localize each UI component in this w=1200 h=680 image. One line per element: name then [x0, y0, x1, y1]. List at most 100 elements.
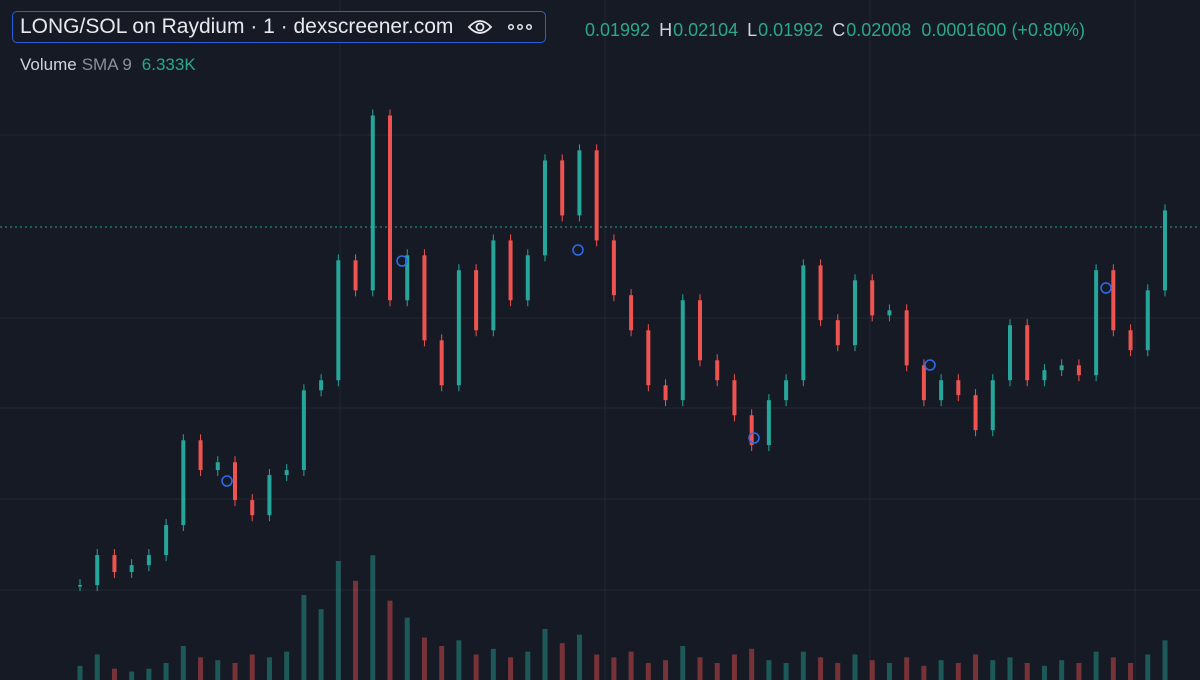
volume-label: Volume [20, 55, 77, 74]
volume-bar [1110, 657, 1116, 680]
candle [1025, 325, 1030, 381]
candle [353, 260, 358, 291]
marker[interactable] [748, 432, 760, 444]
volume-bar [1093, 651, 1099, 680]
candle [370, 115, 375, 291]
volume-bar [921, 665, 927, 680]
volume-bar [232, 663, 238, 680]
candle [474, 270, 479, 331]
candle [939, 380, 944, 401]
volume-value: 6.333K [141, 55, 196, 74]
volume-bar [628, 651, 634, 680]
volume-bar [284, 651, 290, 680]
volume-bar [869, 660, 875, 680]
volume-bar [473, 654, 479, 680]
candle [1076, 365, 1081, 376]
candles [78, 109, 1167, 592]
candle [990, 380, 995, 431]
candle [973, 395, 978, 431]
candle [491, 240, 496, 331]
candle [78, 585, 82, 587]
candle [853, 280, 857, 346]
volume-bar [525, 651, 531, 680]
candle [543, 160, 547, 256]
volume-bar [680, 646, 686, 680]
volume-bar [749, 648, 755, 680]
volume-bar [180, 646, 186, 680]
change-value: 0.0001600 [921, 20, 1007, 40]
volume-bar [835, 663, 841, 680]
volume-bar [611, 657, 617, 680]
volume-bar [990, 660, 996, 680]
volume-bar [77, 665, 83, 680]
volume-bar [387, 600, 393, 680]
volume-bar [955, 663, 961, 680]
candle [1008, 325, 1012, 381]
volume-bar [714, 663, 720, 680]
candle [629, 295, 634, 331]
volume-bar [663, 660, 669, 680]
volume-bar [852, 654, 858, 680]
candle [577, 150, 582, 216]
volume-bar [1024, 663, 1030, 680]
volume-bar [1007, 657, 1013, 680]
volume-bar [249, 654, 255, 680]
candle [95, 555, 100, 586]
volume-bar [353, 580, 359, 680]
candle [749, 415, 754, 446]
volume-bar [886, 663, 892, 680]
candle [1145, 290, 1150, 351]
marker[interactable] [924, 359, 936, 371]
marker[interactable] [1100, 282, 1112, 294]
volume-bar [266, 657, 272, 680]
volume-bar [800, 651, 806, 680]
symbol-title: LONG/SOL on Raydium · 1 · dexscreener.co… [20, 15, 454, 38]
candle [319, 380, 324, 391]
ohlc-legend: 0.01992 H0.02104 L0.01992 C0.02008 0.0001600… [585, 20, 1085, 41]
open-value: 0.01992 [585, 20, 651, 40]
symbol-header[interactable]: LONG/SOL on Raydium · 1 · dexscreener.co… [12, 11, 547, 43]
volume-bar [404, 617, 410, 680]
volume-bar [594, 654, 600, 680]
volume-bar [783, 663, 789, 680]
candle [1059, 365, 1064, 371]
candle [680, 300, 685, 401]
candle [336, 260, 341, 381]
volume-bar [1145, 654, 1151, 680]
event-markers [221, 244, 1112, 487]
volume-bar [1076, 663, 1082, 680]
marker[interactable] [396, 255, 408, 267]
candle [129, 565, 134, 573]
candle [439, 340, 444, 386]
change-percent: (+0.80%) [1011, 20, 1085, 40]
candle [284, 470, 289, 476]
volume-bar [973, 654, 979, 680]
candle [904, 310, 909, 366]
candle [267, 475, 272, 516]
candle [1094, 270, 1099, 376]
volume-bar [335, 561, 341, 680]
volume-bar [198, 657, 204, 680]
eye-icon[interactable] [467, 18, 493, 36]
volume-bar [697, 657, 703, 680]
more-icon[interactable] [507, 22, 533, 32]
volume-bar [1059, 660, 1065, 680]
volume-bar [542, 629, 548, 680]
high-value: 0.02104 [673, 20, 739, 40]
candle [956, 380, 961, 396]
volume-bar [508, 657, 514, 680]
candle [508, 240, 513, 301]
marker[interactable] [572, 244, 584, 256]
candle [766, 400, 771, 446]
candle [715, 360, 720, 381]
volume-bar [490, 648, 496, 680]
marker[interactable] [221, 475, 233, 487]
volume-bar [576, 634, 582, 680]
volume-bar [301, 595, 307, 680]
volume-bar [94, 654, 100, 680]
volume-bar [731, 654, 737, 680]
candle [784, 380, 789, 401]
candle [1042, 370, 1047, 381]
candle [921, 365, 926, 401]
candle [301, 390, 306, 471]
